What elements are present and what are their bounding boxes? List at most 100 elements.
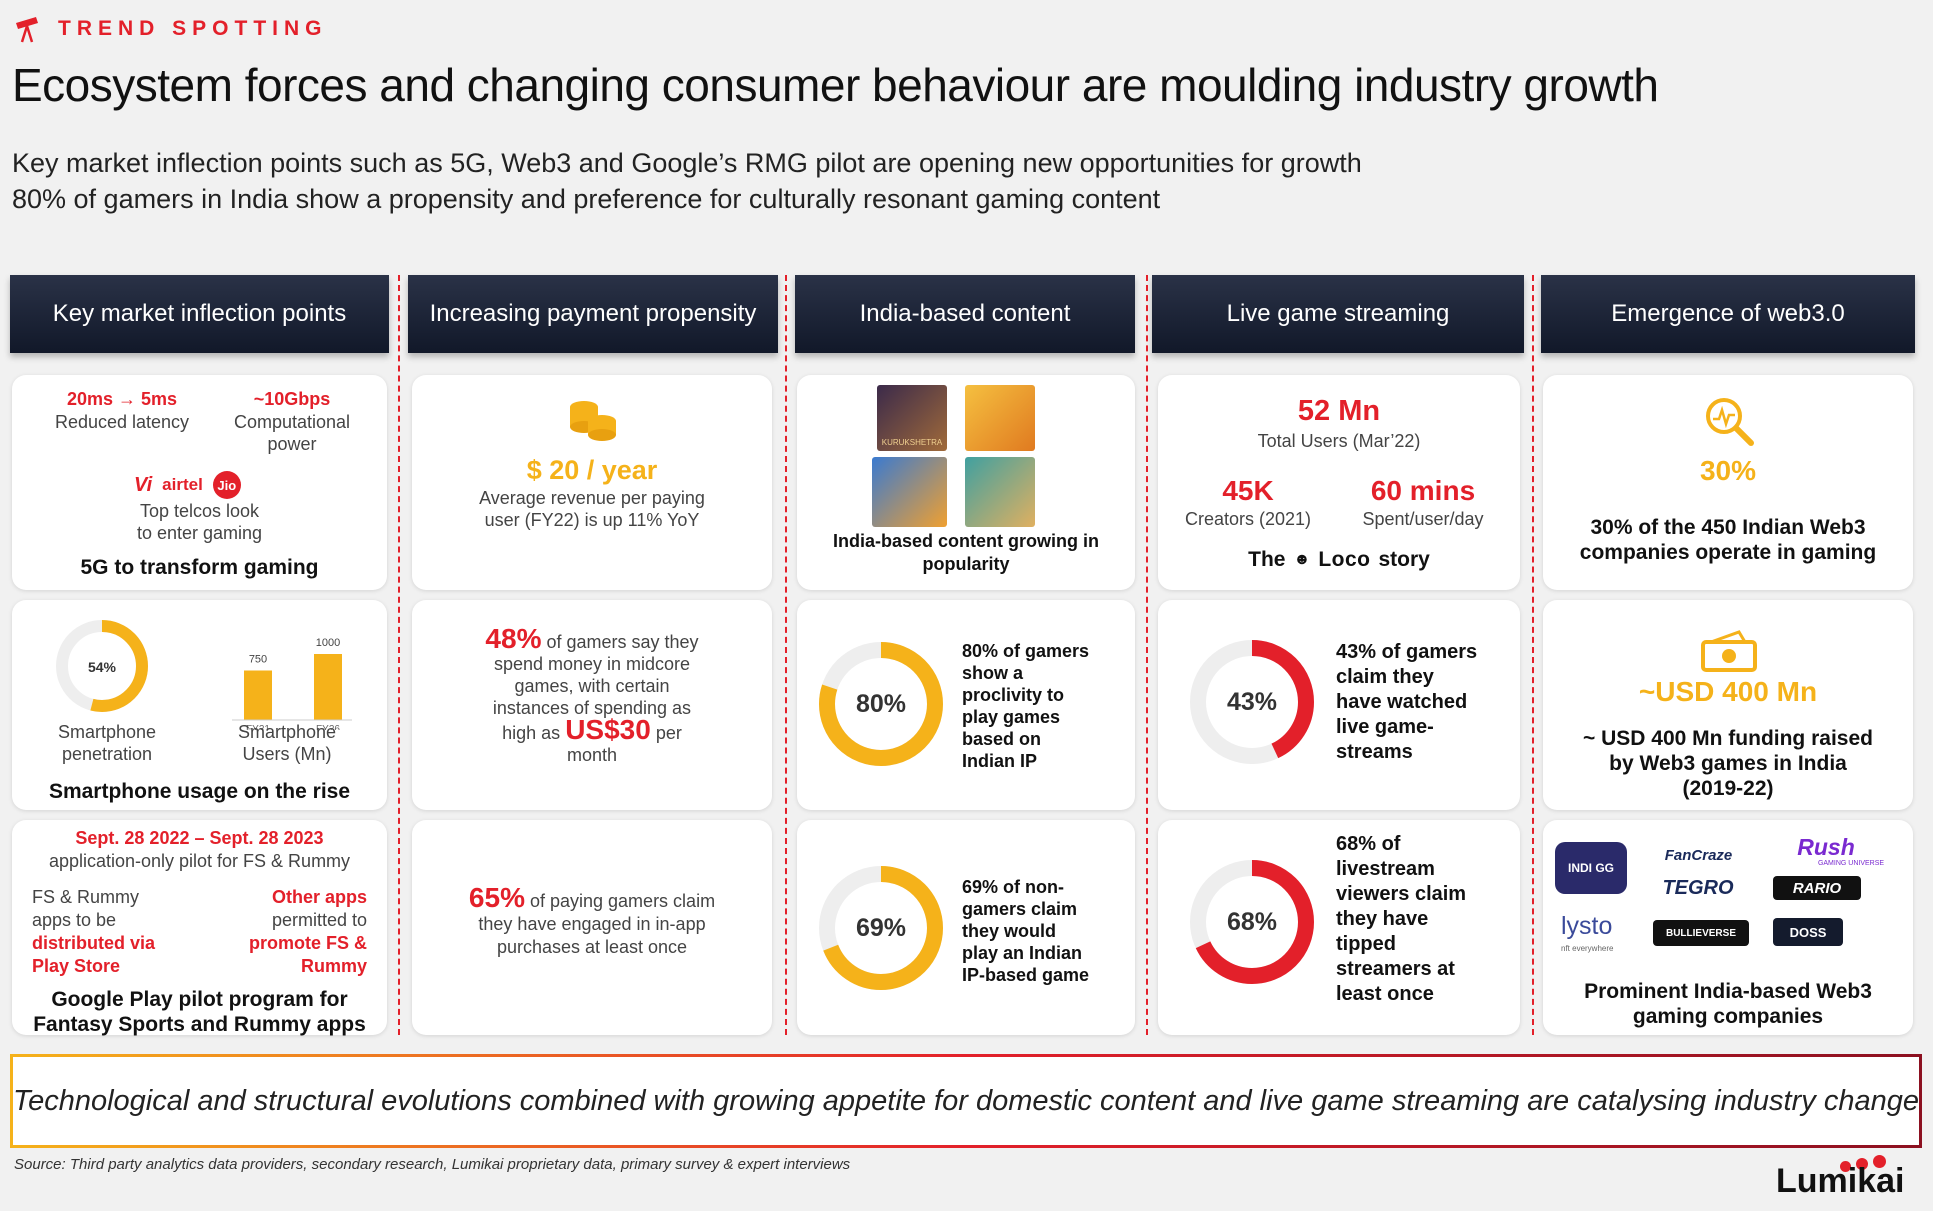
mins-value: 60 mins bbox=[1370, 475, 1476, 506]
summary-banner: Technological and structural evolutions … bbox=[10, 1054, 1922, 1148]
stat-line: based on bbox=[962, 729, 1042, 749]
fancraze-logo: FanCraze bbox=[1664, 846, 1733, 864]
card-google-pilot: Sept. 28 2022 – Sept. 28 2023 applicatio… bbox=[12, 820, 387, 1036]
loco-story: The ☻ Loco story bbox=[1248, 548, 1430, 571]
pilot-text: Play Store bbox=[32, 956, 121, 976]
tegro-logo: TEGRO bbox=[1662, 876, 1734, 899]
card-5g: 20ms → 5ms Reduced latency ~10Gbps Compu… bbox=[12, 375, 387, 590]
bar-category-label: FY26 bbox=[316, 724, 340, 730]
pilot-subtitle: application-only pilot for FS & Rummy bbox=[48, 851, 351, 871]
stat-line: show a bbox=[962, 663, 1024, 683]
card-43pct: 43% 43% of gamers claim they have watche… bbox=[1158, 600, 1520, 810]
card-68pct: 68% 68% of livestream viewers claim they… bbox=[1158, 820, 1520, 1035]
donut-label: 68% bbox=[1227, 908, 1277, 936]
spending-line: games, with certain bbox=[514, 676, 670, 696]
bar-data-label: 750 bbox=[249, 654, 267, 666]
spending-line: per bbox=[655, 723, 682, 743]
donut-label: 69% bbox=[856, 914, 906, 942]
card-in-app: 65% of paying gamers claim they have eng… bbox=[412, 820, 772, 1035]
column-header-web3: Emergence of web3.0 bbox=[1541, 275, 1915, 353]
spending-line: high as bbox=[502, 723, 561, 743]
pilot-right-text: Other apps permitted to promote FS & Rum… bbox=[249, 886, 367, 978]
donut-label: 54% bbox=[88, 659, 117, 675]
airtel-logo: airtel bbox=[162, 475, 203, 494]
story-text: The bbox=[1248, 548, 1286, 571]
stat-line: livestream bbox=[1336, 858, 1435, 880]
vi-logo: Vi bbox=[134, 473, 153, 496]
mins-label: Spent/user/day bbox=[1362, 509, 1484, 529]
stat-line: least once bbox=[1336, 983, 1434, 1005]
pilot-text: apps to be bbox=[32, 910, 117, 930]
funding-text: by Web3 games in India bbox=[1609, 752, 1847, 775]
in-app-text: 65% of paying gamers claim they have eng… bbox=[412, 884, 772, 959]
stat-line: streamers at bbox=[1336, 958, 1455, 980]
stat-line: 69% of non- bbox=[962, 877, 1064, 897]
lysto-sub: nft everywhere bbox=[1561, 944, 1614, 953]
stat-line: they have bbox=[1336, 908, 1429, 930]
column-header-content: India-based content bbox=[795, 275, 1135, 353]
funding-text: ~ USD 400 Mn funding raised bbox=[1583, 727, 1873, 750]
donut-69: 69% bbox=[819, 866, 943, 990]
stat-line: have watched bbox=[1336, 691, 1468, 713]
stat-line: viewers claim bbox=[1336, 883, 1467, 905]
column-header-streaming: Live game streaming bbox=[1152, 275, 1524, 353]
subtitle-line-2: 80% of gamers in India show a propensity… bbox=[12, 184, 1161, 214]
pilot-text: promote FS & bbox=[248, 933, 367, 953]
jio-logo: Jio bbox=[212, 471, 241, 499]
telescope-icon bbox=[16, 17, 38, 43]
spending-line: spend money in midcore bbox=[493, 654, 691, 674]
stat-line: IP-based game bbox=[962, 965, 1090, 985]
arpu-value: $ 20 / year bbox=[526, 455, 658, 485]
card-title: gaming companies bbox=[1632, 1005, 1824, 1028]
creators-label: Creators (2021) bbox=[1184, 509, 1312, 529]
bar-fy26 bbox=[314, 654, 342, 720]
stat-line: 43% of gamers bbox=[1336, 641, 1478, 663]
column-divider bbox=[1532, 275, 1534, 1035]
card-80pct: 80% 80% of gamers show a proclivity to p… bbox=[797, 600, 1135, 810]
donut-80: 80% bbox=[819, 642, 943, 766]
stat-line: proclivity to bbox=[962, 685, 1065, 705]
telcos-text: Top telcos look bbox=[139, 501, 260, 521]
telcos-text: to enter gaming bbox=[136, 523, 263, 543]
coins-icon bbox=[570, 401, 616, 441]
amount-30: US$30 bbox=[565, 714, 651, 745]
spending-line: instances of spending as bbox=[492, 698, 692, 718]
gbps-label: Computational bbox=[233, 412, 351, 432]
smartphone-users-bar-chart: 750 FY21 1000 FY26 bbox=[232, 637, 352, 730]
bar-fy21 bbox=[244, 670, 272, 720]
card-spending: 48% of gamers say they spend money in mi… bbox=[412, 600, 772, 810]
users-label: Smartphone bbox=[237, 722, 337, 742]
money-icon bbox=[1701, 630, 1757, 672]
arpu-text: user (FY22) is up 11% YoY bbox=[484, 510, 700, 530]
column-divider bbox=[1146, 275, 1148, 1035]
game-thumbnail-4 bbox=[965, 457, 1035, 527]
funding-text: (2019-22) bbox=[1682, 777, 1774, 800]
column-divider bbox=[785, 275, 787, 1035]
text-80: 80% of gamers show a proclivity to play … bbox=[962, 640, 1089, 772]
column-header-inflection: Key market inflection points bbox=[10, 275, 389, 353]
game-thumbnail-2 bbox=[965, 385, 1035, 451]
web3-text: 30% of the 450 Indian Web3 bbox=[1590, 516, 1866, 539]
rush-sub: GAMING UNIVERSE bbox=[1817, 860, 1885, 867]
spending-text: 48% of gamers say they spend money in mi… bbox=[412, 625, 772, 766]
stat-line: live game- bbox=[1336, 716, 1434, 738]
card-title: Fantasy Sports and Rummy apps bbox=[33, 1013, 366, 1036]
in-app-line: of paying gamers claim bbox=[529, 891, 716, 911]
doss-logo: DOSS bbox=[1773, 918, 1843, 946]
donut-label: 80% bbox=[856, 690, 906, 718]
bar-category-label: FY21 bbox=[246, 724, 270, 730]
pilot-text: Other apps bbox=[271, 887, 367, 907]
card-web3-gaming: 30% 30% of the 450 Indian Web3 companies… bbox=[1543, 375, 1913, 590]
rario-logo: RARIO bbox=[1773, 876, 1861, 900]
donut-43: 43% bbox=[1190, 640, 1314, 764]
creators-value: 45K bbox=[1222, 475, 1274, 506]
brand-dots bbox=[1840, 1155, 1886, 1172]
gbps-label: power bbox=[267, 434, 317, 454]
stat-line: play games bbox=[962, 707, 1061, 727]
donut-68: 68% bbox=[1190, 860, 1314, 984]
spending-line: month bbox=[566, 745, 618, 765]
donut-arc bbox=[819, 866, 943, 990]
card-web3-companies: INDI GG FanCraze Rush GAMING UNIVERSE TE… bbox=[1543, 820, 1913, 1035]
donut-arc bbox=[56, 620, 148, 712]
total-users-label: Total Users (Mar’22) bbox=[1257, 431, 1421, 451]
